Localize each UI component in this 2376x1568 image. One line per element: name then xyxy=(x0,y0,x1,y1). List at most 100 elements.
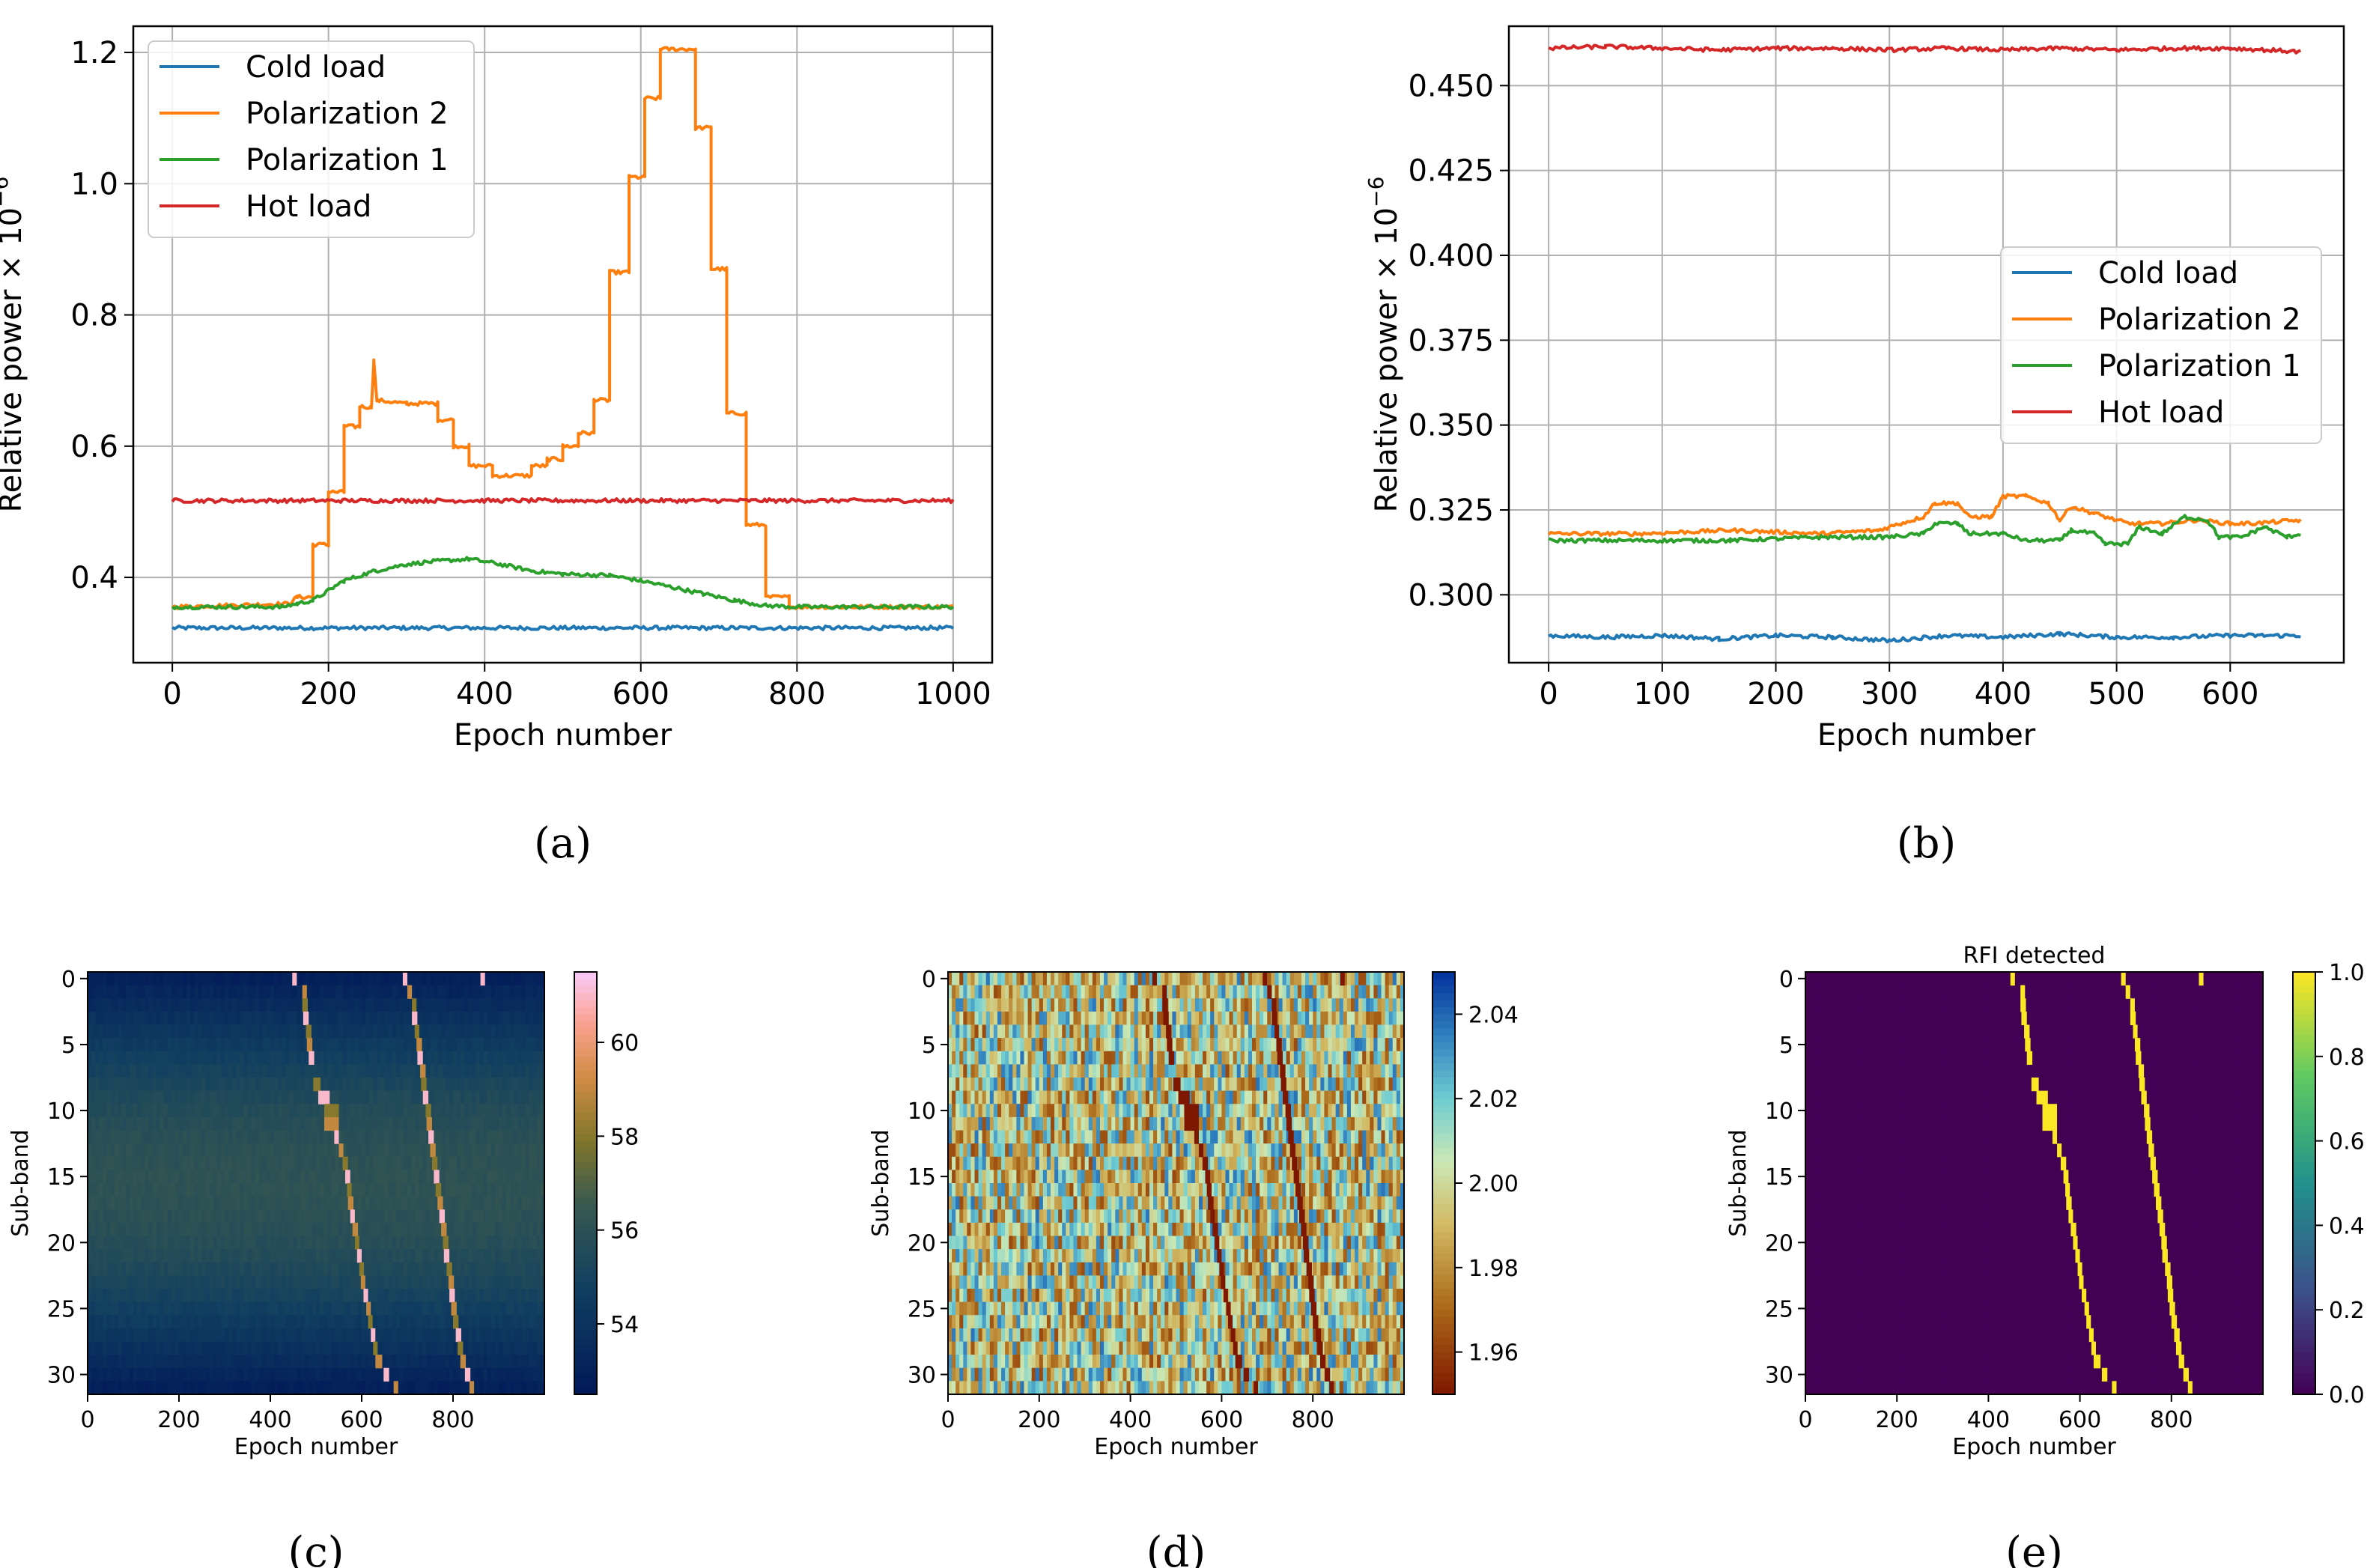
heatmap-cell xyxy=(494,1341,499,1355)
heatmap-cell xyxy=(255,1143,260,1158)
heatmap-cell xyxy=(129,1381,134,1395)
heatmap-cell xyxy=(494,1104,499,1118)
heatmap-cell xyxy=(167,1381,172,1395)
heatmap-cell xyxy=(346,1090,351,1104)
heatmap-cell xyxy=(392,1130,397,1144)
heatmap-cell xyxy=(419,1011,423,1026)
heatmap-cell xyxy=(159,1183,165,1197)
heatmap-cell xyxy=(194,1315,199,1329)
heatmap-cell xyxy=(1260,998,1264,1012)
heatmap-cell xyxy=(982,1024,987,1039)
heatmap-cell xyxy=(1046,1051,1051,1065)
heatmap-cell xyxy=(198,1209,203,1224)
heatmap-cell xyxy=(312,972,317,986)
heatmap-cell xyxy=(362,1183,366,1197)
heatmap-cell xyxy=(106,1262,112,1276)
heatmap-cell xyxy=(133,1355,138,1369)
heatmap-cell xyxy=(434,1196,439,1210)
heatmap-cell xyxy=(335,1143,340,1158)
heatmap-cell xyxy=(434,1130,439,1144)
heatmap-cell xyxy=(449,1024,454,1039)
heatmap-cell xyxy=(521,1116,526,1131)
heatmap-cell xyxy=(213,1078,218,1092)
heatmap-cell xyxy=(514,1249,519,1263)
heatmap-cell xyxy=(137,1196,142,1210)
heatmap-cell xyxy=(179,1355,183,1369)
heatmap-cell xyxy=(285,1156,291,1170)
heatmap-cell xyxy=(525,1222,530,1237)
heatmap-cell xyxy=(243,1130,249,1144)
heatmap-cell xyxy=(1027,972,1033,986)
heatmap-cell xyxy=(411,1328,416,1343)
heatmap-cell xyxy=(114,1156,119,1170)
heatmap-cell xyxy=(121,1275,127,1289)
heatmap-cell xyxy=(472,1275,477,1289)
heatmap-cell xyxy=(258,1024,264,1039)
heatmap-cell xyxy=(1248,1051,1253,1065)
heatmap-cell xyxy=(453,1116,458,1131)
heatmap-cell xyxy=(468,1341,473,1355)
heatmap-cell xyxy=(373,1355,377,1369)
heatmap-cell xyxy=(278,1024,282,1039)
heatmap-cell xyxy=(121,1170,127,1184)
heatmap-cell xyxy=(399,1011,404,1026)
heatmap-cell xyxy=(479,1315,484,1329)
heatmap-cell xyxy=(118,1209,123,1224)
heatmap-cell xyxy=(1187,985,1192,999)
heatmap-cell xyxy=(1046,1064,1051,1078)
heatmap-cell xyxy=(110,1116,115,1131)
heatmap-cell xyxy=(152,1024,157,1039)
heatmap-cell xyxy=(91,1170,96,1184)
heatmap-cell xyxy=(525,1381,530,1395)
heatmap-cell xyxy=(1381,985,1386,999)
heatmap-cell xyxy=(163,1301,168,1316)
heatmap-cell xyxy=(1396,1024,1401,1039)
heatmap-cell xyxy=(457,1315,461,1329)
heatmap-cell xyxy=(228,1196,233,1210)
heatmap-cell xyxy=(213,1183,218,1197)
y-axis-label: Sub-band xyxy=(7,1129,34,1236)
heatmap-cell xyxy=(174,1090,180,1104)
heatmap-cell xyxy=(970,998,976,1012)
heatmap-cell xyxy=(106,1011,112,1026)
heatmap-cell xyxy=(997,1051,1002,1065)
heatmap-cell xyxy=(506,1249,511,1263)
heatmap-cell xyxy=(514,972,519,986)
heatmap-cell xyxy=(510,1064,514,1078)
heatmap-cell xyxy=(1355,1024,1359,1039)
heatmap-cell xyxy=(106,1130,112,1144)
heatmap-cell xyxy=(258,1090,264,1104)
heatmap-cell xyxy=(316,1275,320,1289)
heatmap-cell xyxy=(304,1275,309,1289)
heatmap-cell xyxy=(441,1156,446,1170)
heatmap-cell xyxy=(179,1011,183,1026)
heatmap-cell xyxy=(373,1249,377,1263)
heatmap-cell xyxy=(300,1038,306,1052)
heatmap-cell xyxy=(278,1038,282,1052)
heatmap-cell xyxy=(392,1301,397,1316)
heatmap-cell xyxy=(308,1262,313,1276)
heatmap-cell xyxy=(232,1262,237,1276)
heatmap-cell xyxy=(293,1381,298,1395)
heatmap-cell xyxy=(171,1236,176,1250)
heatmap-cell xyxy=(163,985,168,999)
heatmap-cell xyxy=(236,1170,240,1184)
heatmap-cell xyxy=(198,1011,203,1026)
heatmap-cell xyxy=(274,972,279,986)
heatmap-cell xyxy=(137,1381,142,1395)
heatmap-cell xyxy=(437,1064,443,1078)
heatmap-cell xyxy=(316,1011,320,1026)
heatmap-cell xyxy=(258,972,264,986)
heatmap-cell xyxy=(1286,1011,1291,1026)
heatmap-cell xyxy=(110,1355,115,1369)
heatmap-cell xyxy=(198,1090,203,1104)
heatmap-cell xyxy=(225,1130,229,1144)
caption: (a) xyxy=(534,819,592,868)
heatmap-cell xyxy=(320,1222,324,1237)
heatmap-cell xyxy=(1218,1011,1222,1026)
heatmap-cell xyxy=(1119,1038,1124,1052)
heatmap-cell xyxy=(167,1130,172,1144)
heatmap-cell xyxy=(346,1262,351,1276)
heatmap-cell xyxy=(236,1183,240,1197)
heatmap-cell xyxy=(129,1078,134,1092)
